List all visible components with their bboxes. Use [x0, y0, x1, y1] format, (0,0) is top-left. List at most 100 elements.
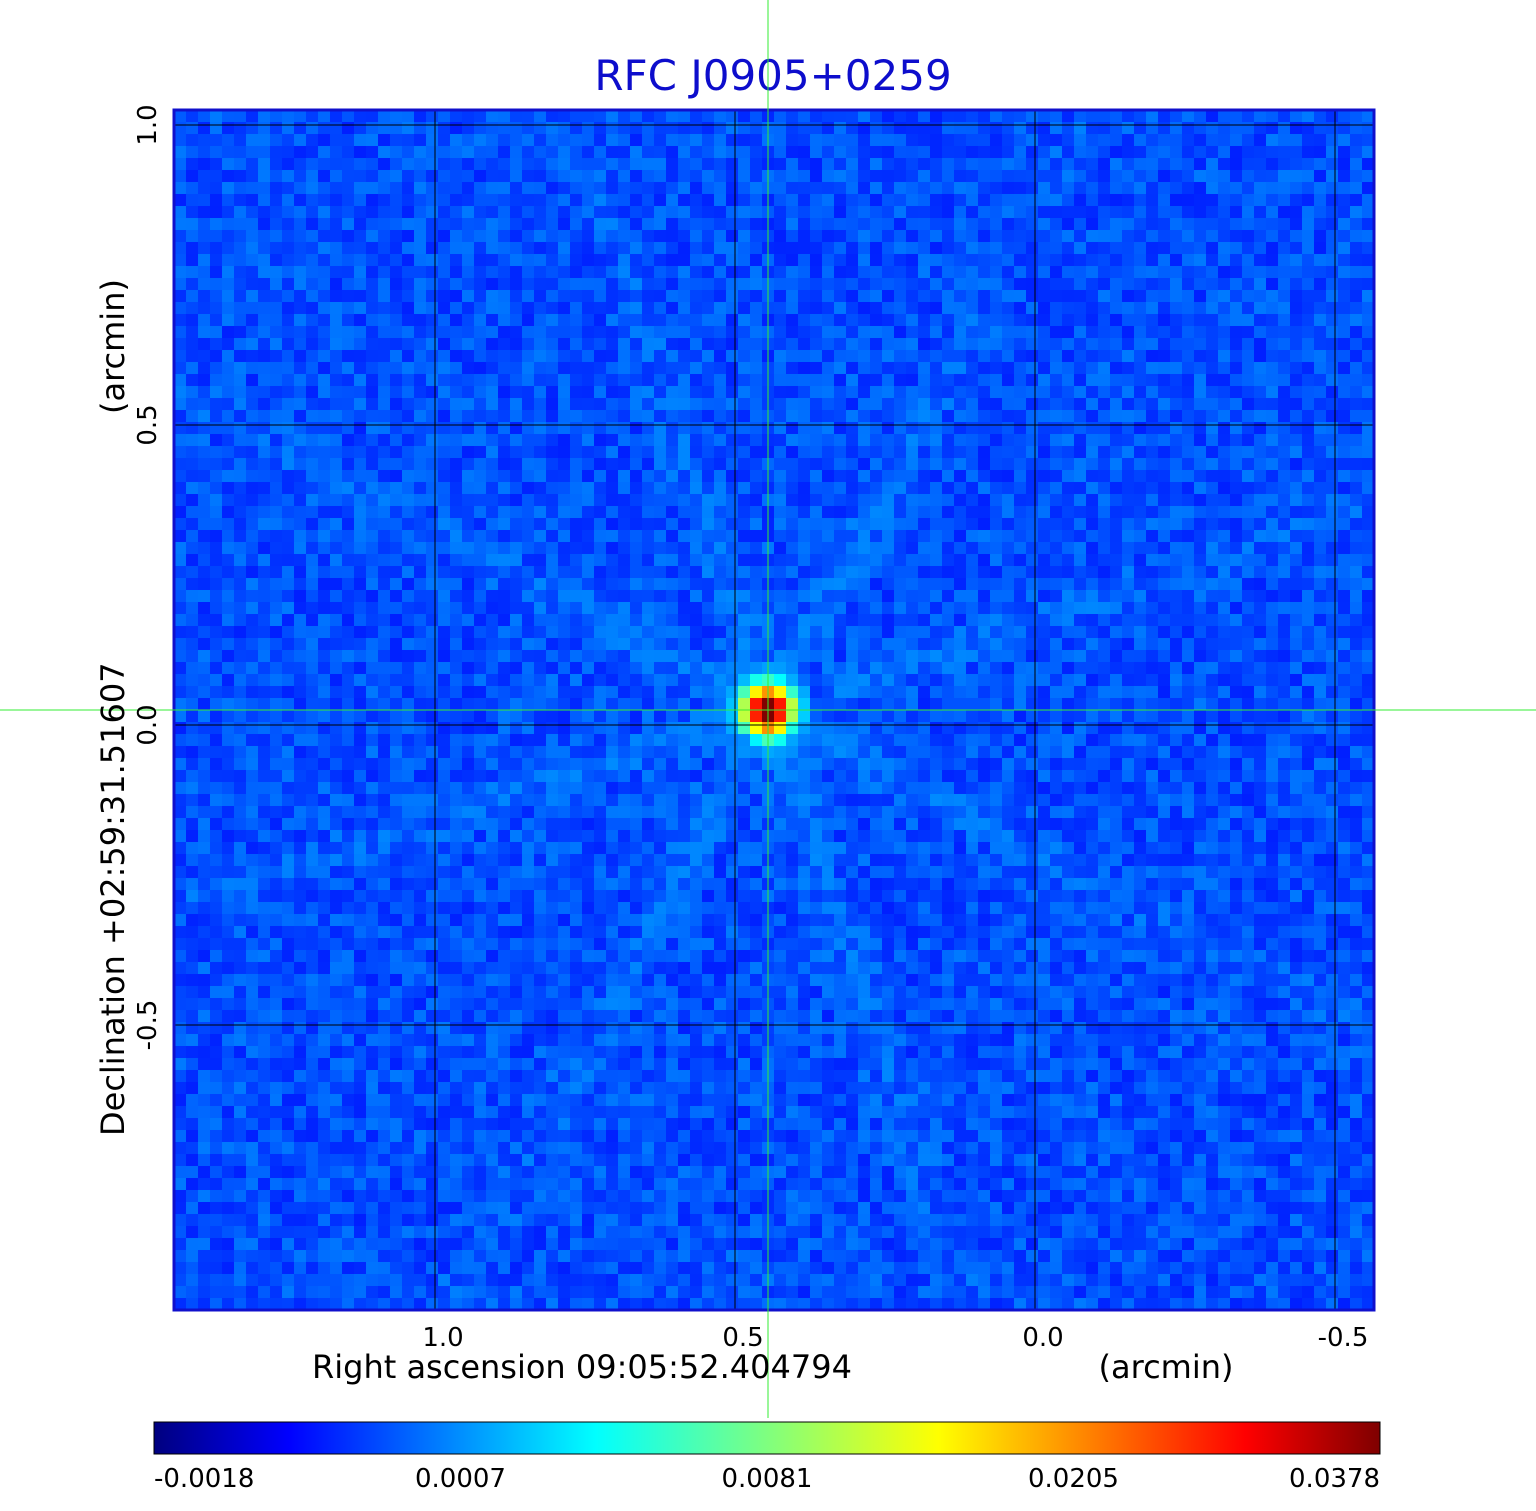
map-pixel — [1218, 698, 1231, 711]
map-pixel — [354, 230, 367, 243]
map-pixel — [294, 410, 307, 423]
map-pixel — [570, 602, 583, 615]
map-pixel — [1326, 554, 1339, 567]
map-pixel — [1182, 614, 1195, 627]
map-pixel — [534, 266, 547, 279]
map-pixel — [534, 542, 547, 555]
map-pixel — [1218, 350, 1231, 363]
map-pixel — [330, 518, 343, 531]
map-pixel — [1014, 590, 1027, 603]
map-pixel — [1110, 170, 1123, 183]
map-pixel — [414, 446, 427, 459]
map-pixel — [390, 158, 403, 171]
map-pixel — [1338, 446, 1351, 459]
map-pixel — [510, 182, 523, 195]
map-pixel — [930, 374, 943, 387]
map-pixel — [1242, 338, 1255, 351]
map-pixel — [1146, 566, 1159, 579]
map-pixel — [522, 290, 535, 303]
map-pixel — [918, 530, 931, 543]
map-pixel — [1098, 686, 1111, 699]
map-pixel — [498, 314, 511, 327]
map-pixel — [1062, 122, 1075, 135]
map-pixel — [1086, 290, 1099, 303]
map-pixel — [1362, 110, 1374, 123]
map-pixel — [870, 302, 883, 315]
map-pixel — [966, 338, 979, 351]
map-pixel — [1170, 254, 1183, 267]
map-pixel — [1146, 482, 1159, 495]
map-pixel — [510, 458, 523, 471]
map-pixel — [918, 110, 931, 123]
map-pixel — [1218, 554, 1231, 567]
map-pixel — [738, 170, 751, 183]
map-pixel — [702, 398, 715, 411]
map-pixel — [618, 410, 631, 423]
map-pixel — [354, 362, 367, 375]
map-pixel — [330, 494, 343, 507]
map-pixel — [894, 278, 907, 291]
map-pixel — [198, 638, 211, 651]
map-pixel — [798, 542, 811, 555]
map-pixel — [1254, 146, 1267, 159]
map-pixel — [450, 650, 463, 663]
map-pixel — [870, 134, 883, 147]
map-pixel — [1146, 602, 1159, 615]
map-pixel — [522, 566, 535, 579]
map-pixel — [462, 122, 475, 135]
map-pixel — [1110, 650, 1123, 663]
map-pixel — [318, 326, 331, 339]
map-pixel — [738, 266, 751, 279]
map-pixel — [258, 218, 271, 231]
map-pixel — [810, 530, 823, 543]
map-pixel — [1170, 482, 1183, 495]
map-pixel — [174, 614, 187, 627]
map-pixel — [930, 290, 943, 303]
map-pixel — [846, 386, 859, 399]
map-pixel — [714, 314, 727, 327]
map-pixel — [990, 290, 1003, 303]
map-pixel — [654, 434, 667, 447]
map-pixel — [522, 698, 535, 711]
map-pixel — [1230, 158, 1243, 171]
map-pixel — [1014, 230, 1027, 243]
map-pixel — [354, 638, 367, 651]
map-pixel — [1350, 494, 1363, 507]
map-pixel — [474, 110, 487, 123]
map-pixel — [918, 506, 931, 519]
map-pixel — [954, 326, 967, 339]
map-pixel — [186, 638, 199, 651]
map-pixel — [1002, 350, 1015, 363]
map-pixel — [978, 182, 991, 195]
map-pixel — [1218, 614, 1231, 627]
map-pixel — [498, 134, 511, 147]
map-pixel — [570, 242, 583, 255]
map-pixel — [306, 122, 319, 135]
map-pixel — [942, 350, 955, 363]
map-pixel — [606, 578, 619, 591]
map-pixel — [870, 434, 883, 447]
map-pixel — [510, 494, 523, 507]
map-pixel — [282, 602, 295, 615]
map-pixel — [702, 182, 715, 195]
map-pixel — [450, 602, 463, 615]
map-pixel — [1326, 398, 1339, 411]
map-pixel — [222, 110, 235, 123]
map-pixel — [1302, 146, 1315, 159]
map-pixel — [558, 410, 571, 423]
map-pixel — [510, 158, 523, 171]
map-pixel — [1122, 686, 1135, 699]
map-pixel — [990, 326, 1003, 339]
map-pixel — [1362, 638, 1374, 651]
map-pixel — [1278, 110, 1291, 123]
map-pixel — [1338, 350, 1351, 363]
map-pixel — [1194, 506, 1207, 519]
map-pixel — [1194, 530, 1207, 543]
map-pixel — [354, 410, 367, 423]
map-pixel — [1362, 206, 1374, 219]
map-pixel — [642, 302, 655, 315]
map-pixel — [306, 266, 319, 279]
map-pixel — [918, 122, 931, 135]
map-pixel — [1350, 614, 1363, 627]
map-pixel — [1206, 590, 1219, 603]
